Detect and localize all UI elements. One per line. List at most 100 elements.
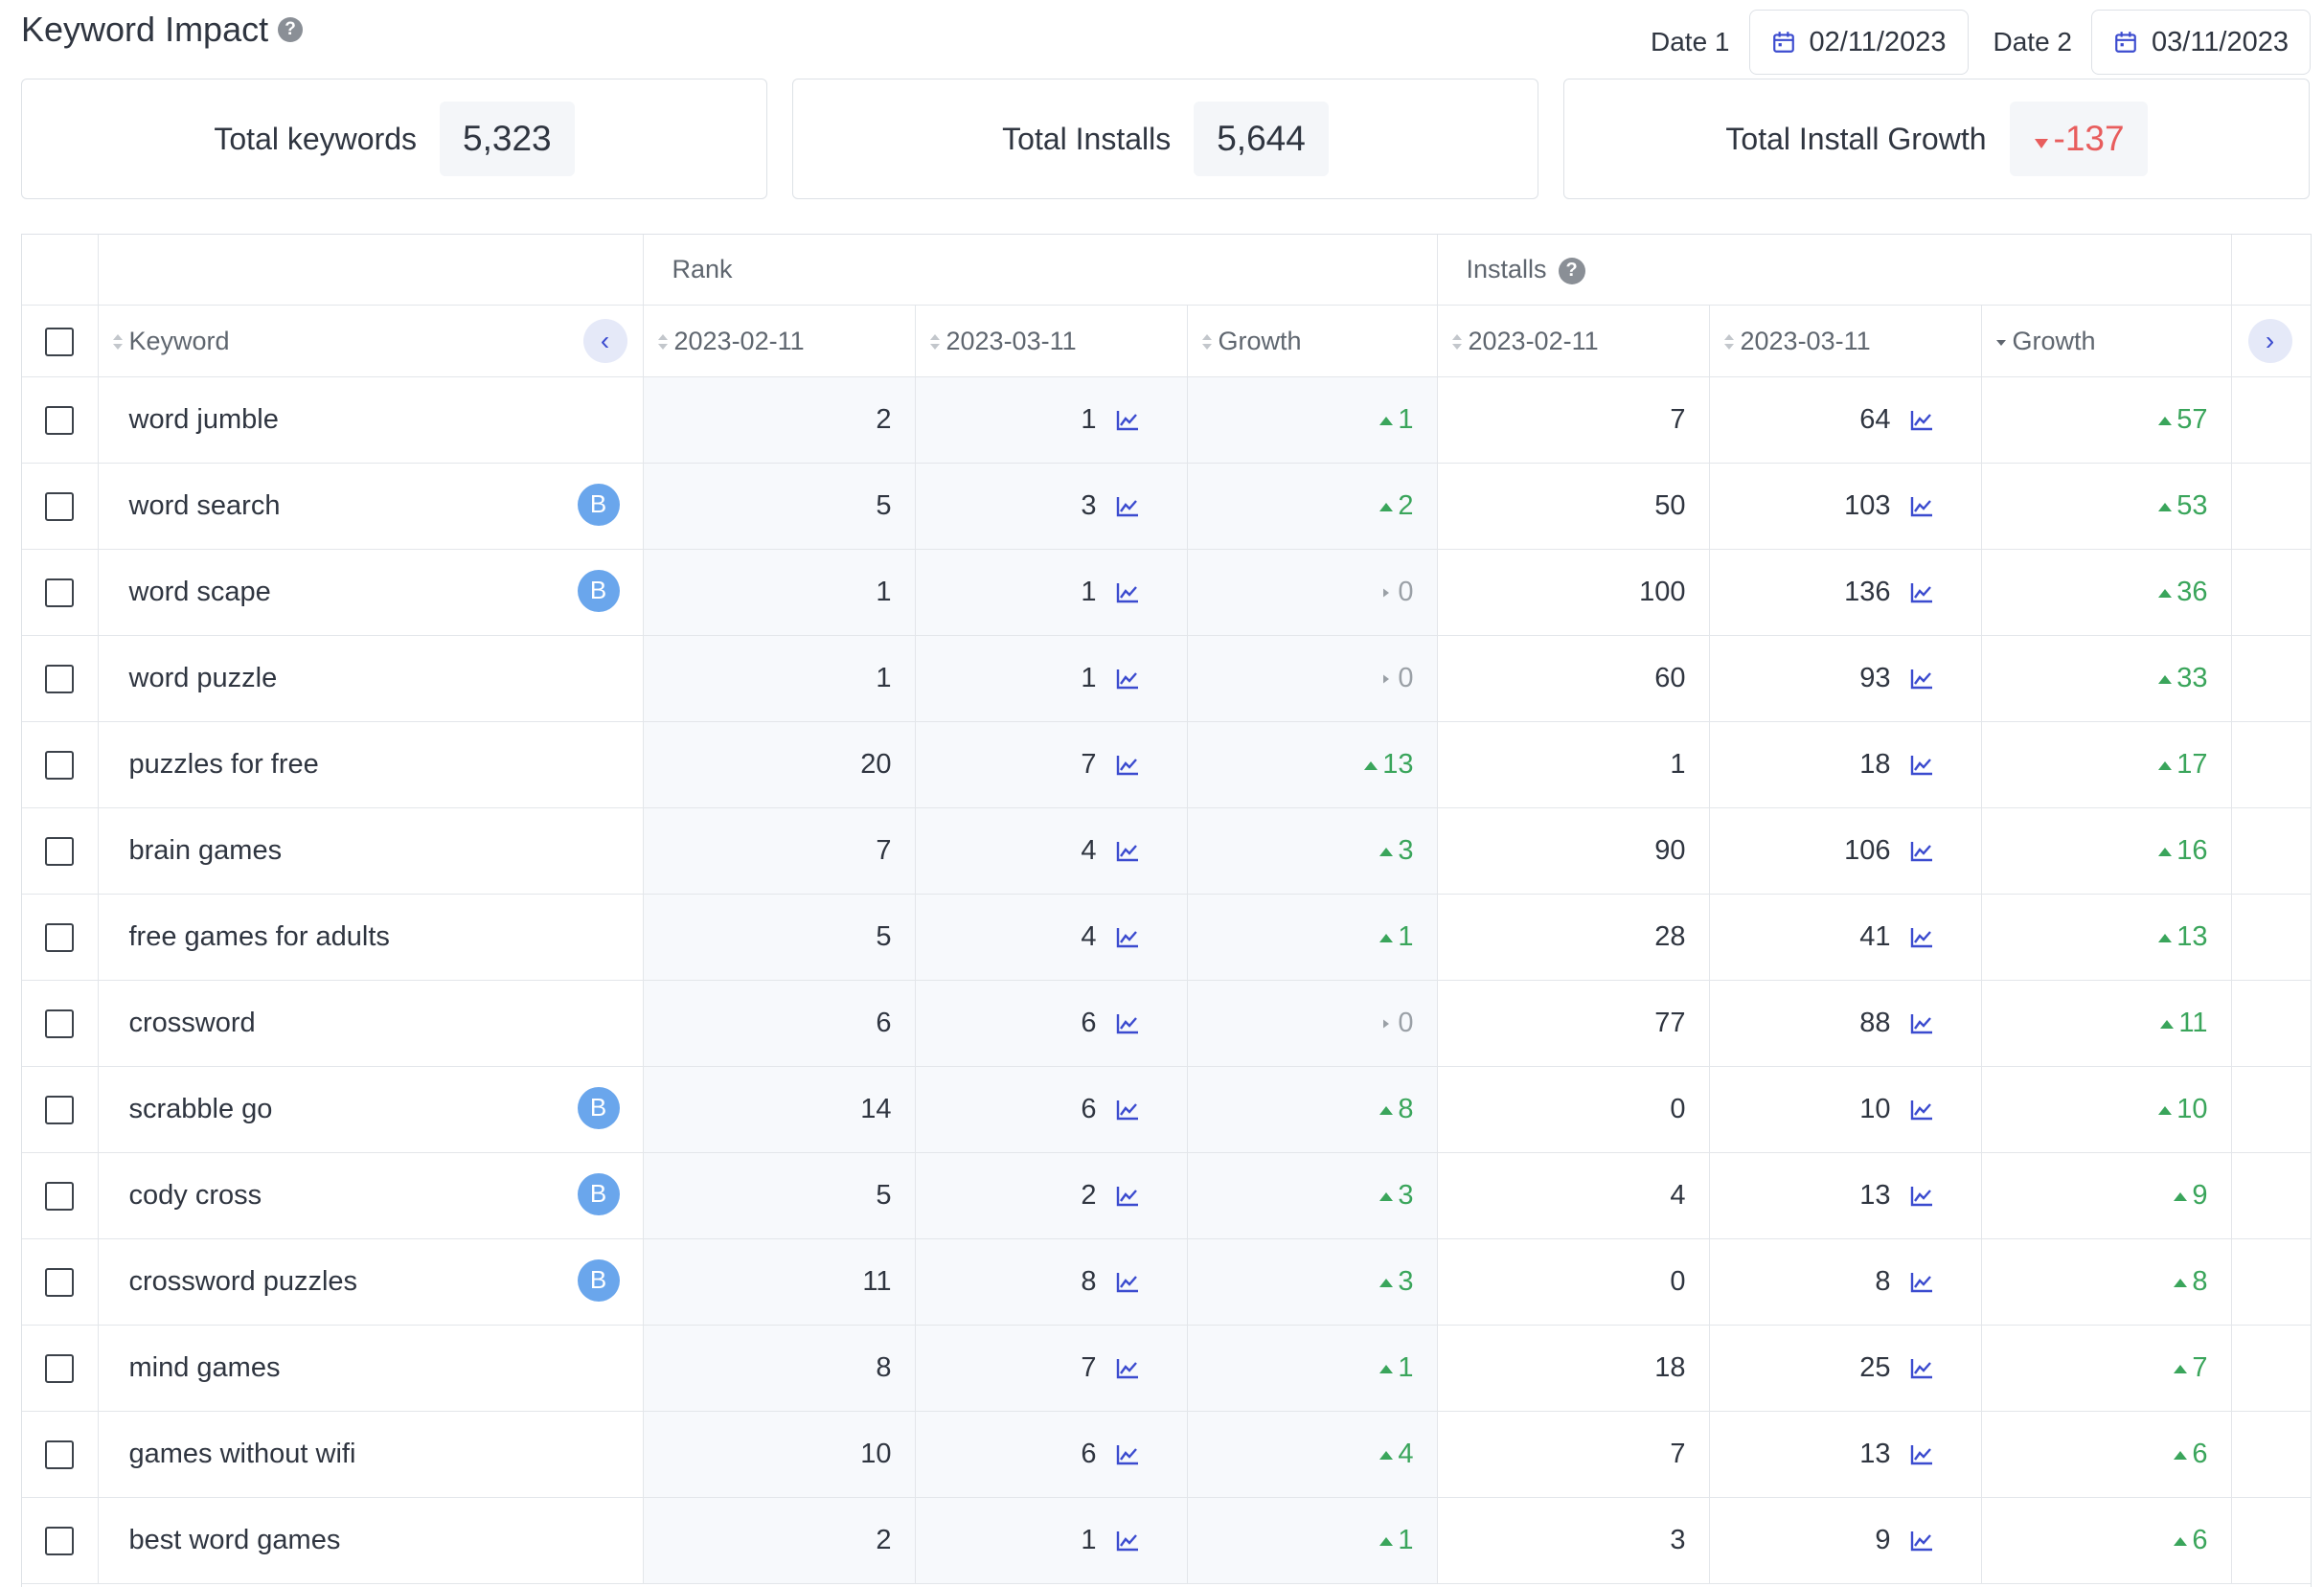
trend-chart-icon[interactable] xyxy=(1910,1013,1933,1034)
chevron-left-icon[interactable]: ‹ xyxy=(582,319,627,363)
trend-chart-icon[interactable] xyxy=(1910,1530,1933,1552)
row-checkbox[interactable] xyxy=(45,578,75,608)
trend-chart-icon[interactable] xyxy=(1116,1100,1139,1121)
up-arrow-icon xyxy=(2174,1192,2188,1202)
table-body: word jumble 2 1 1 7 64 57 word search B 5 3 2 50 103 5… xyxy=(22,376,2311,1584)
rank-growth-cell: 8 xyxy=(1186,1066,1438,1153)
inst-d2-cell: 25 xyxy=(1708,1325,1982,1412)
trend-chart-icon[interactable] xyxy=(1116,1530,1139,1552)
col-keyword[interactable]: Keyword ‹ xyxy=(97,305,644,377)
col-rank-d1[interactable]: 2023-02-11 xyxy=(642,305,916,377)
col-rank-growth[interactable]: Growth xyxy=(1186,305,1438,377)
row-checkbox[interactable] xyxy=(45,1182,75,1212)
row-checkbox[interactable] xyxy=(45,665,75,694)
inst-d1-value: 100 xyxy=(1639,577,1686,607)
trend-chart-icon[interactable] xyxy=(1910,1444,1933,1465)
trend-chart-icon[interactable] xyxy=(1910,1100,1933,1121)
row-checkbox[interactable] xyxy=(45,1354,75,1384)
chevron-right-icon[interactable]: › xyxy=(2247,319,2292,363)
trend-chart-icon[interactable] xyxy=(1116,582,1139,603)
trend-chart-icon[interactable] xyxy=(1910,582,1933,603)
inst-d1-cell: 7 xyxy=(1436,376,1710,464)
trend-chart-icon[interactable] xyxy=(1116,1272,1139,1293)
row-checkbox[interactable] xyxy=(45,1268,75,1298)
row-checkbox[interactable] xyxy=(45,1096,75,1125)
keyword-cell: crossword puzzles B xyxy=(97,1238,644,1326)
rank-growth-cell: 3 xyxy=(1186,807,1438,895)
row-checkbox[interactable] xyxy=(45,1009,75,1039)
trend-chart-icon[interactable] xyxy=(1910,496,1933,517)
rank-d2-value: 1 xyxy=(1081,1525,1097,1555)
inst-d2-value: 41 xyxy=(1859,921,1891,952)
trend-chart-icon[interactable] xyxy=(1910,410,1933,431)
rank-growth-value: 1 xyxy=(1398,404,1414,435)
rank-d2-cell: 2 xyxy=(914,1152,1188,1239)
total-growth-box: -137 xyxy=(2009,102,2148,176)
trend-chart-icon[interactable] xyxy=(1116,1444,1139,1465)
trend-chart-icon[interactable] xyxy=(1910,1358,1933,1379)
select-all-checkbox[interactable] xyxy=(45,327,75,356)
keyword-cell: best word games xyxy=(97,1497,644,1584)
rank-d2-cell: 6 xyxy=(914,1066,1188,1153)
date2-picker[interactable]: 03/11/2023 xyxy=(2091,10,2311,75)
inst-d2-cell: 10 xyxy=(1708,1066,1982,1153)
row-checkbox[interactable] xyxy=(45,751,75,781)
rank-d2-value: 8 xyxy=(1081,1266,1097,1297)
rank-d1-value: 10 xyxy=(860,1439,892,1469)
inst-d2-cell: 93 xyxy=(1708,635,1982,722)
inst-d2-value: 64 xyxy=(1859,404,1891,435)
rank-d2-cell: 7 xyxy=(914,721,1188,808)
up-arrow-icon xyxy=(2158,417,2173,426)
trend-chart-icon[interactable] xyxy=(1910,1272,1933,1293)
rank-growth-cell: 1 xyxy=(1186,376,1438,464)
trend-chart-icon[interactable] xyxy=(1116,1358,1139,1379)
trend-chart-icon[interactable] xyxy=(1910,841,1933,862)
rank-growth-cell: 1 xyxy=(1186,1497,1438,1584)
inst-d2-value: 88 xyxy=(1859,1008,1891,1038)
date-selectors: Date 1 02/11/2023 Date 2 03/11/2023 xyxy=(1626,10,2311,75)
inst-growth-cell: 16 xyxy=(1980,807,2232,895)
row-checkbox[interactable] xyxy=(45,406,75,436)
row-checkbox[interactable] xyxy=(45,492,75,522)
row-checkbox[interactable] xyxy=(45,837,75,867)
help-icon[interactable]: ? xyxy=(1558,257,1585,284)
trend-chart-icon[interactable] xyxy=(1116,410,1139,431)
col-inst-d2[interactable]: 2023-03-11 xyxy=(1708,305,1982,377)
rank-d1-value: 11 xyxy=(862,1266,892,1297)
date1-picker[interactable]: 02/11/2023 xyxy=(1748,10,1969,75)
row-end-cell xyxy=(2230,807,2311,895)
trend-chart-icon[interactable] xyxy=(1910,927,1933,948)
inst-growth-value: 36 xyxy=(2176,577,2208,607)
keyword-text: word scape xyxy=(128,577,271,607)
trend-chart-icon[interactable] xyxy=(1116,1186,1139,1207)
row-select-cell xyxy=(22,1066,99,1153)
trend-chart-icon[interactable] xyxy=(1116,496,1139,517)
sort-icon xyxy=(657,334,668,351)
trend-chart-icon[interactable] xyxy=(1910,669,1933,690)
col-nav: › xyxy=(2230,305,2311,377)
rank-d1-cell: 11 xyxy=(642,1238,916,1326)
col-inst-d2-label: 2023-03-11 xyxy=(1740,326,1871,355)
row-checkbox[interactable] xyxy=(45,1527,75,1556)
rank-growth-cell: 0 xyxy=(1186,980,1438,1067)
row-end-cell xyxy=(2230,894,2311,981)
trend-chart-icon[interactable] xyxy=(1116,755,1139,776)
trend-chart-icon[interactable] xyxy=(1116,841,1139,862)
row-checkbox[interactable] xyxy=(45,1440,75,1470)
trend-chart-icon[interactable] xyxy=(1116,1013,1139,1034)
col-inst-d1[interactable]: 2023-02-11 xyxy=(1436,305,1710,377)
row-checkbox[interactable] xyxy=(45,923,75,953)
date2-value: 03/11/2023 xyxy=(2152,26,2289,57)
flat-arrow-icon xyxy=(1383,588,1390,598)
col-rank-d2[interactable]: 2023-03-11 xyxy=(914,305,1188,377)
trend-chart-icon[interactable] xyxy=(1116,927,1139,948)
trend-chart-icon[interactable] xyxy=(1910,1186,1933,1207)
inst-d1-cell: 18 xyxy=(1436,1325,1710,1412)
trend-chart-icon[interactable] xyxy=(1116,669,1139,690)
table-row: crossword 6 6 0 77 88 11 xyxy=(22,980,2311,1067)
help-icon[interactable]: ? xyxy=(278,17,304,42)
rank-growth-value: 8 xyxy=(1398,1094,1414,1124)
inst-growth-value: 8 xyxy=(2192,1266,2208,1297)
trend-chart-icon[interactable] xyxy=(1910,755,1933,776)
col-inst-growth[interactable]: Growth xyxy=(1980,305,2232,377)
